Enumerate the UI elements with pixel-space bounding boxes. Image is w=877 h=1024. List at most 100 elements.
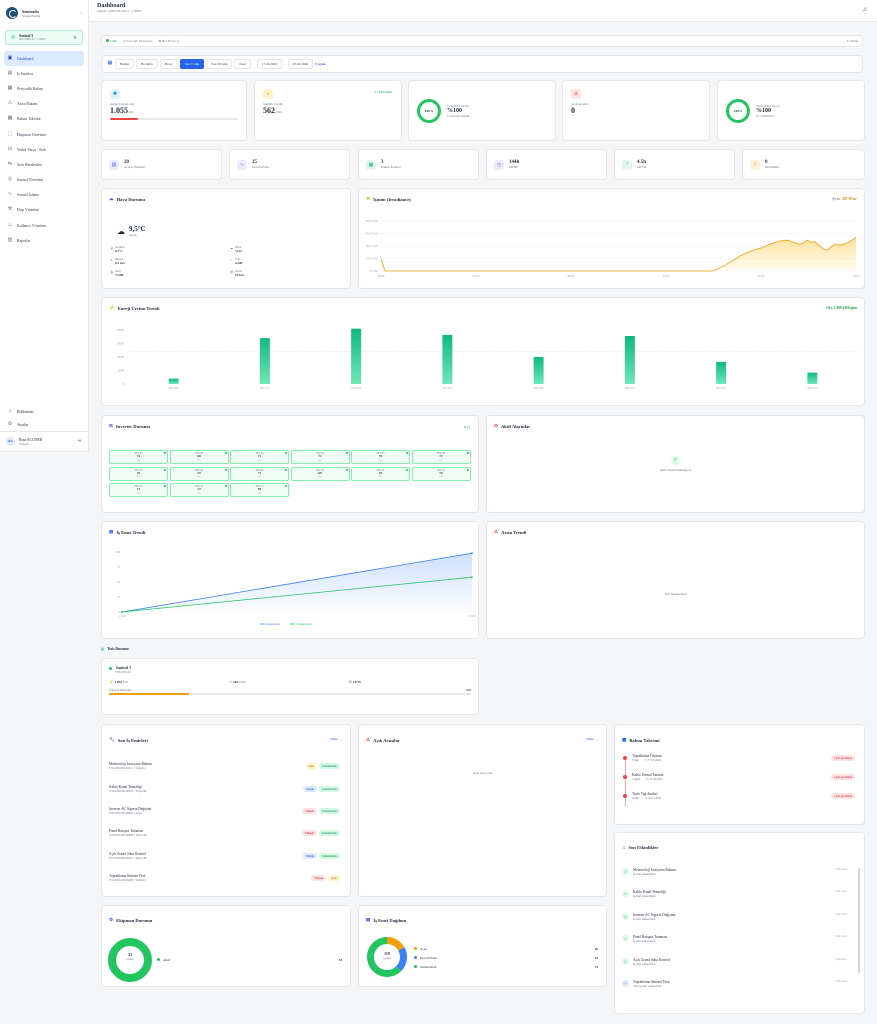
- legend-value: 20: [594, 946, 598, 951]
- sidebar-item-label: İş Emirleri: [17, 71, 34, 76]
- activity-item[interactable]: ✓ Açık Grund Saha Kontrol İş emri tamamlan…: [622, 954, 857, 976]
- sidebar-item-6[interactable]: ⊟ Yedek Parça / Stok: [4, 142, 84, 157]
- inverter-tile[interactable]: INV-11 70 kW: [351, 466, 410, 481]
- wo-code: WO-2026100-00408: [109, 833, 134, 838]
- inverter-tile[interactable]: INV-03 71 kW: [230, 450, 289, 464]
- brand[interactable]: Semiradu Şebeke Bakımı ‹: [0, 0, 88, 26]
- inverter-tile[interactable]: INV-10 69 kW: [290, 466, 350, 481]
- sidebar-item-1[interactable]: ▤ İş Emirleri: [4, 66, 84, 81]
- calendar-item[interactable]: Trafo Yağ Analizi Yıllık ◷ 22.03.2026 1 gün…: [622, 792, 857, 811]
- inverter-tile[interactable]: INV-07 70 kW: [109, 466, 168, 481]
- priority-badge: Yüksek: [301, 807, 318, 814]
- inverter-tile[interactable]: INV-01 71 kW: [109, 450, 168, 464]
- calendar-item-name: Kablo Termal Tarama: [632, 773, 664, 777]
- table-row[interactable]: Inverter AC Sigorta Değişimi WO-2026100-0…: [109, 800, 343, 822]
- inverter-tile[interactable]: INV-02 68 kW: [169, 450, 229, 464]
- legend-label: Tamamlanan: [296, 622, 312, 626]
- y-tick-label: 10000: [117, 355, 125, 359]
- sidebar-item-2[interactable]: ▦ Periyodik Bakım: [4, 81, 84, 96]
- notifications-link[interactable]: ♫ Bildirimler: [0, 405, 88, 418]
- inverter-tile[interactable]: INV-06 72 kW: [411, 450, 471, 464]
- sidebar-item-8[interactable]: ◎ Santral Yönetimi: [4, 173, 84, 188]
- inverter-tile[interactable]: INV-08 72 kW: [169, 466, 229, 481]
- irradiance-chart: 600 W/m² 450 W/m² 300 W/m² 150 W/m² 0 W/m²00…: [366, 219, 860, 278]
- stat-card[interactable]: ◔ 4.5h MTTR: [614, 149, 735, 180]
- date-to-input[interactable]: 23.02.2026: [287, 59, 314, 69]
- stat-card[interactable]: ♫ 0 Bildirimler: [742, 149, 865, 180]
- wo-name: Topraklama Sistemi Testi: [109, 874, 146, 879]
- y-tick-label: 0: [119, 610, 121, 614]
- filter-option[interactable]: Bu ay: [159, 59, 178, 69]
- wrench-icon: 🔧: [109, 737, 115, 742]
- sidebar-item-12[interactable]: ▥ Raporlar: [4, 233, 84, 248]
- weather-stat-label: Yön: [235, 257, 240, 261]
- card-title: İş Emri Trendi: [116, 529, 146, 535]
- activity-item[interactable]: + Topraklama Sistemi Testi Yeni iş emri ol…: [622, 976, 857, 998]
- filter-option[interactable]: Bu hafta: [136, 59, 158, 69]
- stat-value: 25: [252, 160, 257, 165]
- filter-option[interactable]: Son 7 Gün: [179, 59, 205, 69]
- filter-option[interactable]: Son 30 Gün: [206, 59, 233, 69]
- calendar-item[interactable]: Topraklama Ölçümü Yıllık ◷ 17.03.2026 1 gün…: [622, 754, 857, 773]
- sidebar-item-0[interactable]: ▣ Dashboard: [4, 51, 84, 67]
- inverter-tile[interactable]: INV-15 69 kW: [230, 483, 289, 497]
- inverter-tile[interactable]: INV-12 70 kW: [411, 466, 471, 481]
- sidebar-item-4[interactable]: ▦ Bakım Takvimi: [4, 112, 84, 127]
- bell-icon[interactable]: ♫: [862, 7, 868, 13]
- activity-sub: İş emri tamamlandı: [633, 939, 656, 944]
- brand-subtitle: Şebeke Bakımı: [22, 13, 41, 18]
- view-all-link[interactable]: Tümü →: [329, 737, 342, 741]
- date-from-input[interactable]: 17.02.2026: [256, 59, 283, 69]
- refresh-button[interactable]: ↻ Yenile: [846, 39, 858, 43]
- kpi-unit: kWh: [276, 110, 282, 114]
- activity-item[interactable]: ✓ Inverter AC Sigorta Değişimi İş emri tam…: [622, 909, 857, 931]
- active-alarms-card: ⊙ Aktif Alarmlar ✓ Aktif alarm bulunmuyor: [486, 415, 865, 513]
- table-row[interactable]: Topraklama Sistemi Testi WO-2026100-00406…: [109, 867, 343, 889]
- inverter-id: INV-04: [316, 452, 324, 455]
- filter-option[interactable]: Özel: [234, 59, 251, 69]
- inverter-tile[interactable]: INV-05 70 kW: [351, 450, 410, 464]
- dashboard-icon: ▣: [7, 55, 13, 61]
- view-all-link[interactable]: Tümü →: [585, 737, 598, 741]
- inverter-tile[interactable]: INV-13 71 kW: [109, 483, 168, 497]
- collapse-icon[interactable]: ‹: [80, 10, 82, 16]
- apply-button[interactable]: Uygula: [315, 62, 326, 66]
- settings-link[interactable]: ⚙ Ayarlar: [0, 418, 88, 431]
- activity-item[interactable]: ✓ Kablo Kanal Temizliği İş emri tamamlandı…: [622, 886, 857, 908]
- stat-value: 20: [124, 160, 129, 165]
- sidebar-item-5[interactable]: ⬚ Ekipman Yönetimi: [4, 127, 84, 142]
- status-badge: Açık: [328, 875, 340, 882]
- filter-option[interactable]: Bugün: [115, 59, 135, 69]
- table-row[interactable]: Kablo Kanal Temizliği WO-2026100-00410 • …: [109, 777, 343, 799]
- scrollbar[interactable]: [858, 868, 860, 973]
- calendar-item[interactable]: Kablo Termal Tarama 3 Aylık ◷ 21.03.2026 1 …: [622, 773, 857, 792]
- user-profile[interactable]: RA Rıza ACUNER Yönetici ⇥: [0, 431, 88, 451]
- priority-badge: Düşük: [303, 852, 318, 859]
- stat-card[interactable]: ▤ 20 Açık İş Emirleri: [101, 149, 222, 180]
- inverter-tile[interactable]: INV-04 71 kW: [290, 450, 350, 464]
- sidebar-item-9[interactable]: ∿ Santral İzleme: [4, 188, 84, 203]
- donut-slice: [367, 937, 401, 977]
- stat-card[interactable]: ◷ 144h MTBF: [486, 149, 607, 180]
- table-row[interactable]: Meteoroloji İstasyonu Bakımı WO-2026100-0…: [109, 755, 343, 777]
- inverter-tile[interactable]: INV-14 72 kW: [169, 483, 229, 497]
- activity-item[interactable]: ✓ Panel Hotspot Taraması İş emri tamamland…: [622, 931, 857, 953]
- x-tick-label: 08:00: [568, 274, 575, 278]
- users-icon: ☺: [7, 222, 13, 228]
- activity-item[interactable]: ✓ Meteoroloji İstasyonu Bakımı İş emri tam…: [622, 864, 857, 886]
- stat-card[interactable]: ▦ 3 Bakım Planları: [358, 149, 479, 180]
- sidebar-item-11[interactable]: ☺ Kullanıcı Yönetimi: [4, 218, 84, 233]
- plant-selector[interactable]: ◎ Santral 3 2017.0085-01 • 1.5MW ⇅: [5, 30, 83, 45]
- sun-icon: ✺: [110, 89, 120, 99]
- series-line: [121, 576, 473, 613]
- table-row[interactable]: Açık Grund Saha Kontrol WO-2026100-00407 …: [109, 845, 343, 867]
- sidebar-item-3[interactable]: ⚠ Arıza Bakımı: [4, 97, 84, 112]
- plant-status-card[interactable]: Santral 3 SNT-2019-01 ⚡ 1.055 kW ☀ 562 k…: [101, 658, 479, 715]
- inverter-power: 69: [257, 487, 262, 492]
- logout-icon[interactable]: ⇥: [76, 438, 82, 444]
- sidebar-item-10[interactable]: ⚒ Ekip Yönetimi: [4, 203, 84, 218]
- stat-card[interactable]: ∿ 25 Devam Eden: [229, 149, 350, 180]
- table-row[interactable]: Panel Hotspot Taraması WO-2026100-00408 •…: [109, 822, 343, 844]
- inverter-tile[interactable]: INV-09 71 kW: [230, 466, 289, 481]
- sidebar-item-7[interactable]: ⇆ Stok Hareketleri: [4, 157, 84, 172]
